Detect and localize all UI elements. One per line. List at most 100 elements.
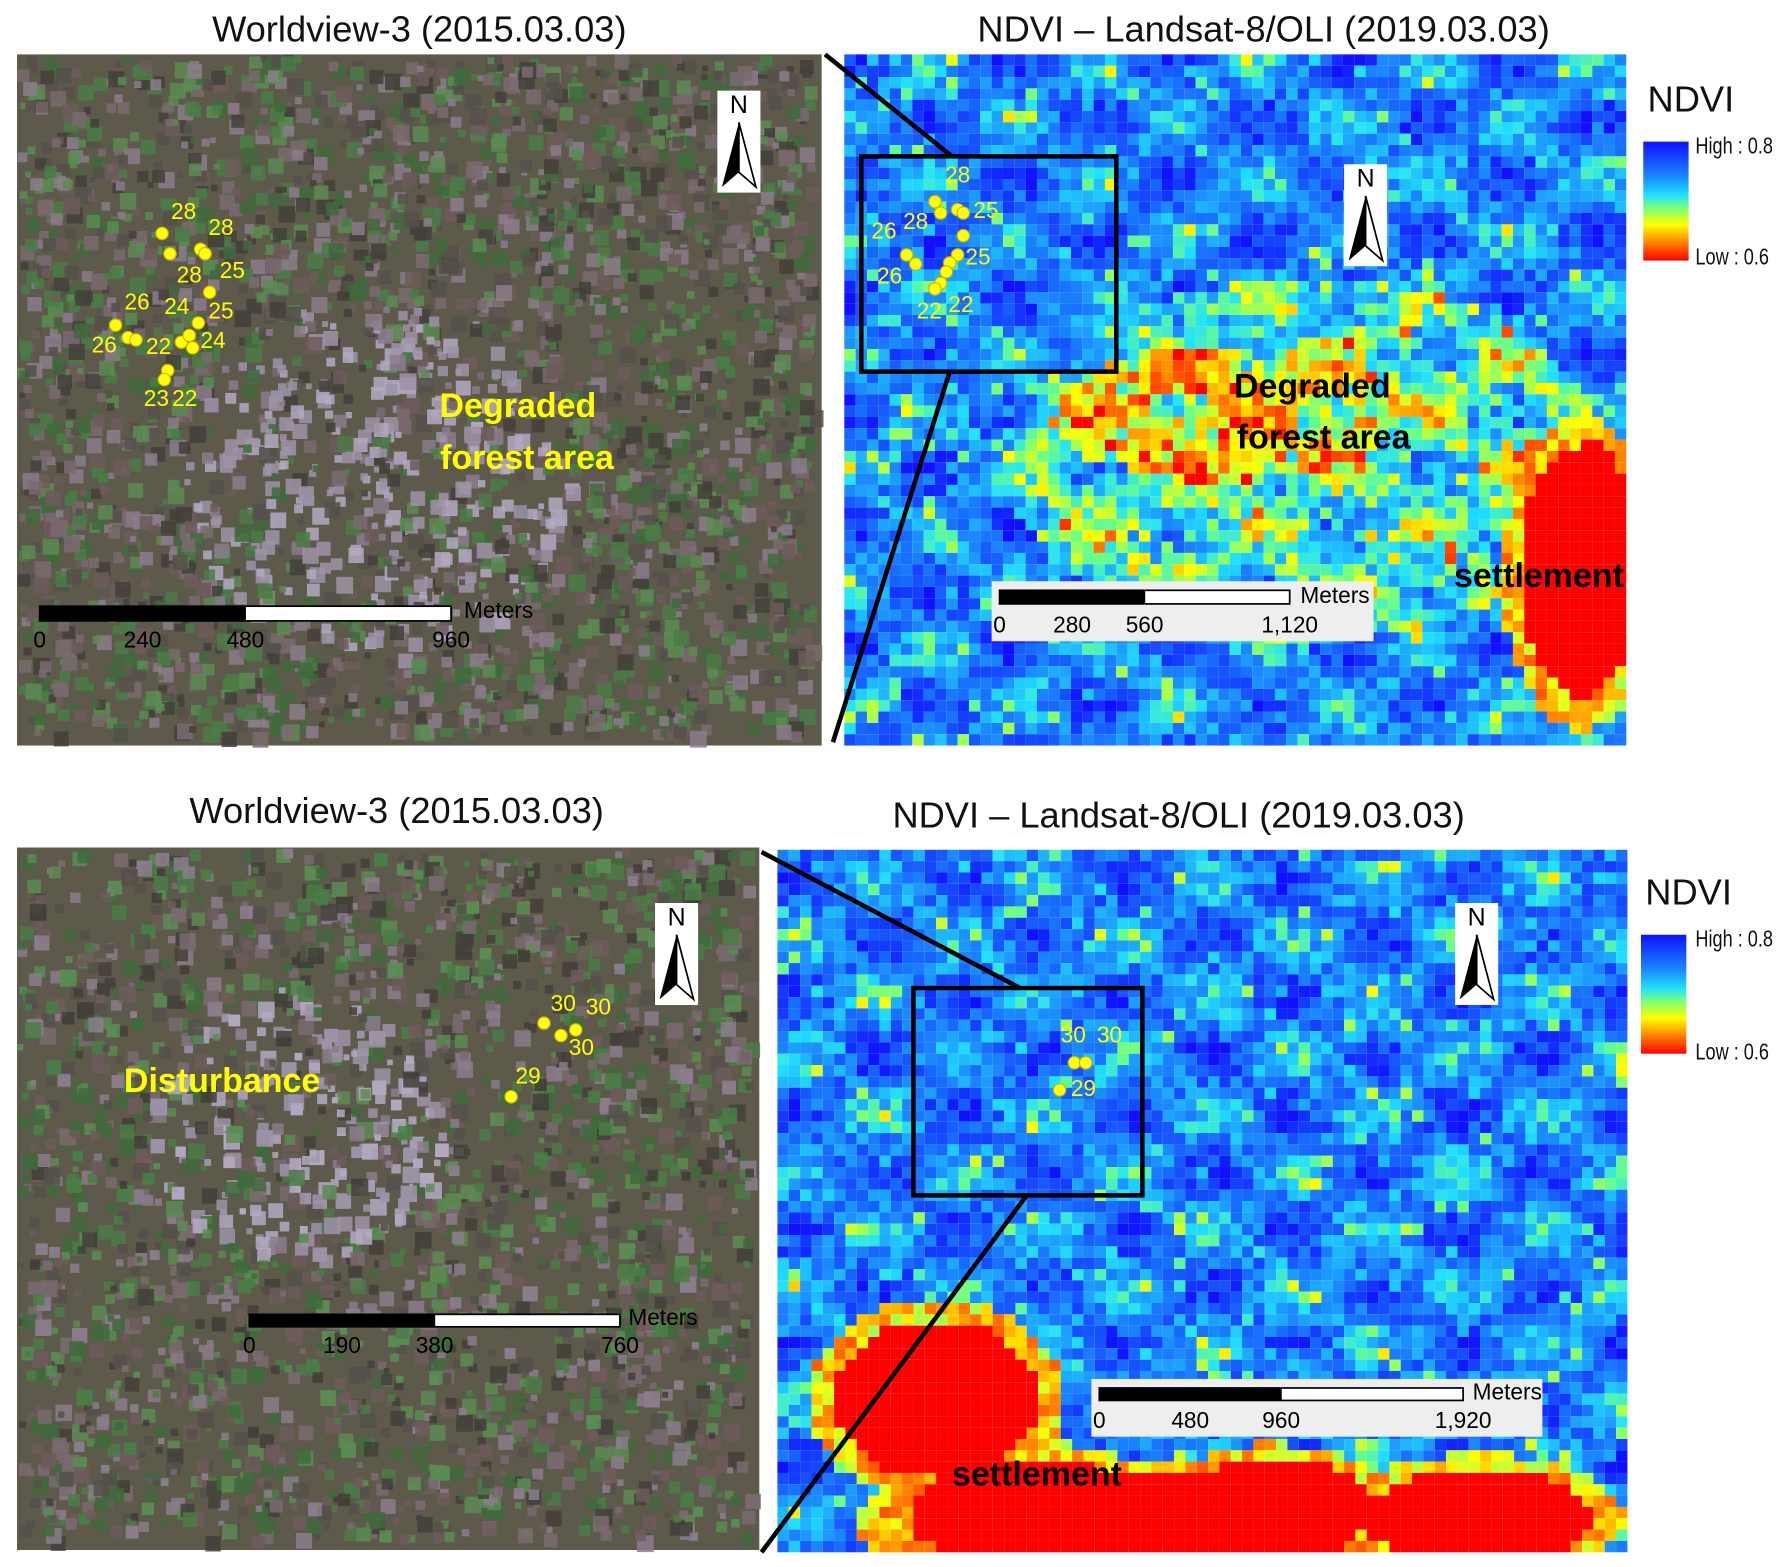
ndvi-pixel: [980, 224, 992, 236]
sample-point: [155, 226, 169, 241]
ndvi-pixel: [1172, 224, 1185, 236]
ndvi-pixel: [1490, 235, 1502, 248]
texture: [396, 419, 412, 435]
ndvi-pixel: [1320, 213, 1332, 225]
ndvi-pixel: [1252, 111, 1264, 123]
ndvi-pixel: [1512, 235, 1525, 248]
texture: [336, 576, 354, 594]
texture: [349, 632, 361, 643]
texture: [225, 392, 237, 404]
ndvi-pixel: [1614, 235, 1627, 248]
texture: [58, 397, 68, 407]
texture: [787, 88, 795, 97]
ndvi-pixel: [1184, 88, 1196, 100]
ndvi-pixel: [991, 111, 1003, 123]
ndvi-pixel: [1025, 111, 1037, 123]
ndvi-pixel: [1093, 258, 1105, 270]
texture: [469, 357, 479, 366]
texture: [628, 488, 644, 504]
ndvi-pixel: [1388, 247, 1400, 259]
texture: [256, 707, 268, 719]
texture: [33, 577, 50, 594]
texture: [728, 623, 737, 632]
ndvi-pixel: [844, 133, 856, 146]
texture: [804, 86, 818, 100]
texture: [51, 293, 60, 302]
ndvi-pixel: [1150, 99, 1162, 112]
texture: [759, 444, 767, 452]
ndvi-pixel: [1048, 337, 1060, 349]
ndvi-pixel: [1558, 167, 1570, 180]
texture: [63, 443, 73, 454]
texture: [398, 653, 414, 669]
ndvi-pixel: [1025, 133, 1037, 146]
texture: [24, 365, 37, 377]
ndvi-pixel: [1116, 133, 1128, 146]
texture: [298, 309, 307, 318]
texture: [314, 157, 328, 171]
texture: [611, 541, 628, 559]
ndvi-pixel: [1252, 122, 1264, 134]
ndvi-pixel: [1433, 190, 1445, 202]
texture: [334, 661, 344, 672]
ndvi-pixel: [1059, 190, 1071, 202]
texture: [704, 406, 716, 418]
ndvi-pixel: [1444, 145, 1457, 157]
ndvi-pixel: [1490, 111, 1502, 123]
texture: [81, 271, 93, 282]
texture: [634, 392, 648, 406]
texture: [118, 441, 126, 449]
texture: [196, 708, 212, 724]
texture: [689, 684, 703, 699]
ndvi-pixel: [1320, 280, 1332, 293]
texture: [242, 165, 251, 174]
ndvi-pixel: [1286, 133, 1298, 146]
texture: [50, 213, 63, 226]
ndvi-pixel: [1229, 88, 1241, 100]
texture: [685, 226, 692, 234]
ndvi-pixel: [1388, 258, 1400, 270]
texture: [785, 394, 803, 412]
texture: [582, 553, 593, 564]
texture: [648, 664, 665, 681]
ndvi-pixel: [1002, 111, 1015, 123]
texture: [644, 229, 659, 243]
texture: [42, 238, 56, 252]
texture: [683, 500, 693, 509]
texture: [570, 197, 577, 204]
texture: [777, 305, 795, 323]
texture: [579, 561, 590, 571]
ndvi-pixel: [1592, 156, 1604, 168]
texture: [333, 370, 347, 385]
texture: [476, 542, 493, 559]
ndvi-pixel: [1546, 224, 1559, 236]
texture: [189, 105, 202, 118]
ndvi-pixel: [1014, 111, 1026, 123]
texture: [323, 331, 339, 346]
ndvi-pixel: [1161, 258, 1173, 270]
texture: [540, 534, 557, 550]
ndvi-pixel: [1331, 133, 1343, 146]
texture: [220, 527, 236, 543]
ndvi-pixel: [1263, 247, 1275, 259]
ndvi-pixel: [1410, 145, 1423, 157]
ndvi-pixel: [1059, 247, 1071, 259]
ndvi-pixel: [1252, 167, 1264, 180]
texture: [709, 690, 723, 704]
texture: [203, 726, 220, 744]
ndvi-pixel: [1093, 292, 1105, 304]
texture: [311, 297, 328, 314]
texture: [350, 661, 360, 671]
ndvi-pixel: [1331, 167, 1343, 180]
ndvi-pixel: [1365, 133, 1377, 146]
texture: [307, 666, 320, 678]
ndvi-pixel: [980, 179, 992, 191]
ndvi-pixel: [1388, 292, 1400, 304]
ndvi-pixel: [1274, 88, 1287, 100]
ndvi-pixel: [1512, 88, 1525, 100]
texture: [434, 348, 443, 357]
ndvi-pixel: [866, 167, 879, 180]
texture: [107, 221, 119, 234]
ndvi-pixel: [1433, 269, 1445, 281]
ndvi-pixel: [1524, 326, 1536, 338]
